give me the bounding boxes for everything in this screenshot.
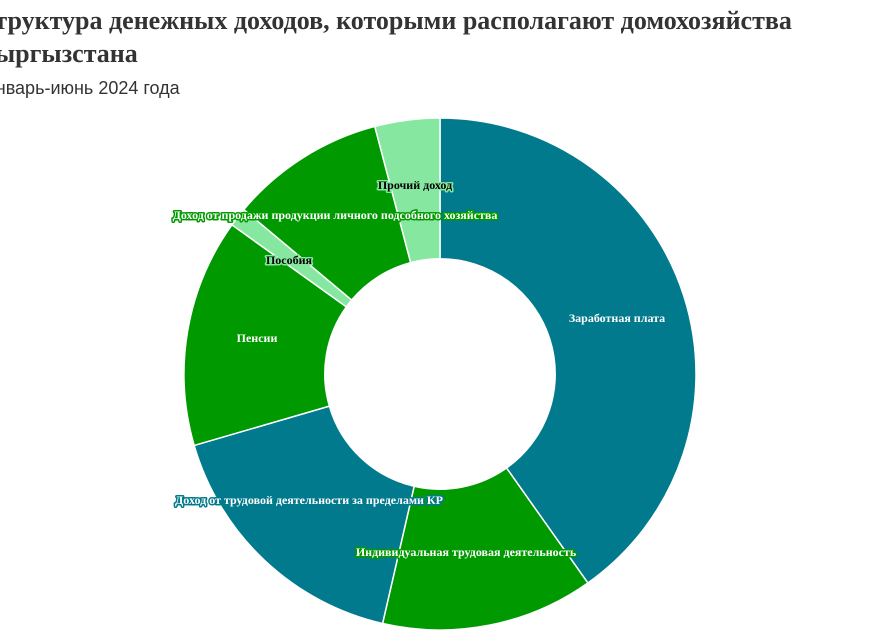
donut-slices xyxy=(183,117,697,631)
slice-label-4: Пособия xyxy=(266,253,313,267)
slice-label-0: Заработная плата xyxy=(569,311,665,325)
slice-1[interactable] xyxy=(381,466,589,631)
slice-label-3: Пенсии xyxy=(237,331,278,345)
slice-6[interactable] xyxy=(373,117,441,264)
slice-label-2: Доход от трудовой деятельности за предел… xyxy=(175,493,443,507)
chart-title: Структура денежных доходов, которыми рас… xyxy=(0,6,792,68)
slice-label-6: Прочий доход xyxy=(378,178,452,192)
slice-label-halo-3: Пенсии xyxy=(237,331,278,345)
slice-label-1: Индивидуальная трудовая деятельность xyxy=(356,545,577,559)
slice-0[interactable] xyxy=(439,117,697,585)
chart-subtitle: январь-июнь 2024 года xyxy=(0,78,180,98)
slice-label-5: Доход от продажи продукции личного подсо… xyxy=(173,208,498,222)
slice-label-halo-5: Доход от продажи продукции личного подсо… xyxy=(173,208,498,222)
slice-label-halo-6: Прочий доход xyxy=(378,178,452,192)
slice-2[interactable] xyxy=(193,405,416,625)
slice-label-halo-1: Индивидуальная трудовая деятельность xyxy=(356,545,577,559)
slice-label-halo-0: Заработная плата xyxy=(569,311,665,325)
slice-label-halo-4: Пособия xyxy=(266,253,313,267)
slice-3[interactable] xyxy=(183,223,348,447)
slice-label-halo-2: Доход от трудовой деятельности за предел… xyxy=(175,493,443,507)
